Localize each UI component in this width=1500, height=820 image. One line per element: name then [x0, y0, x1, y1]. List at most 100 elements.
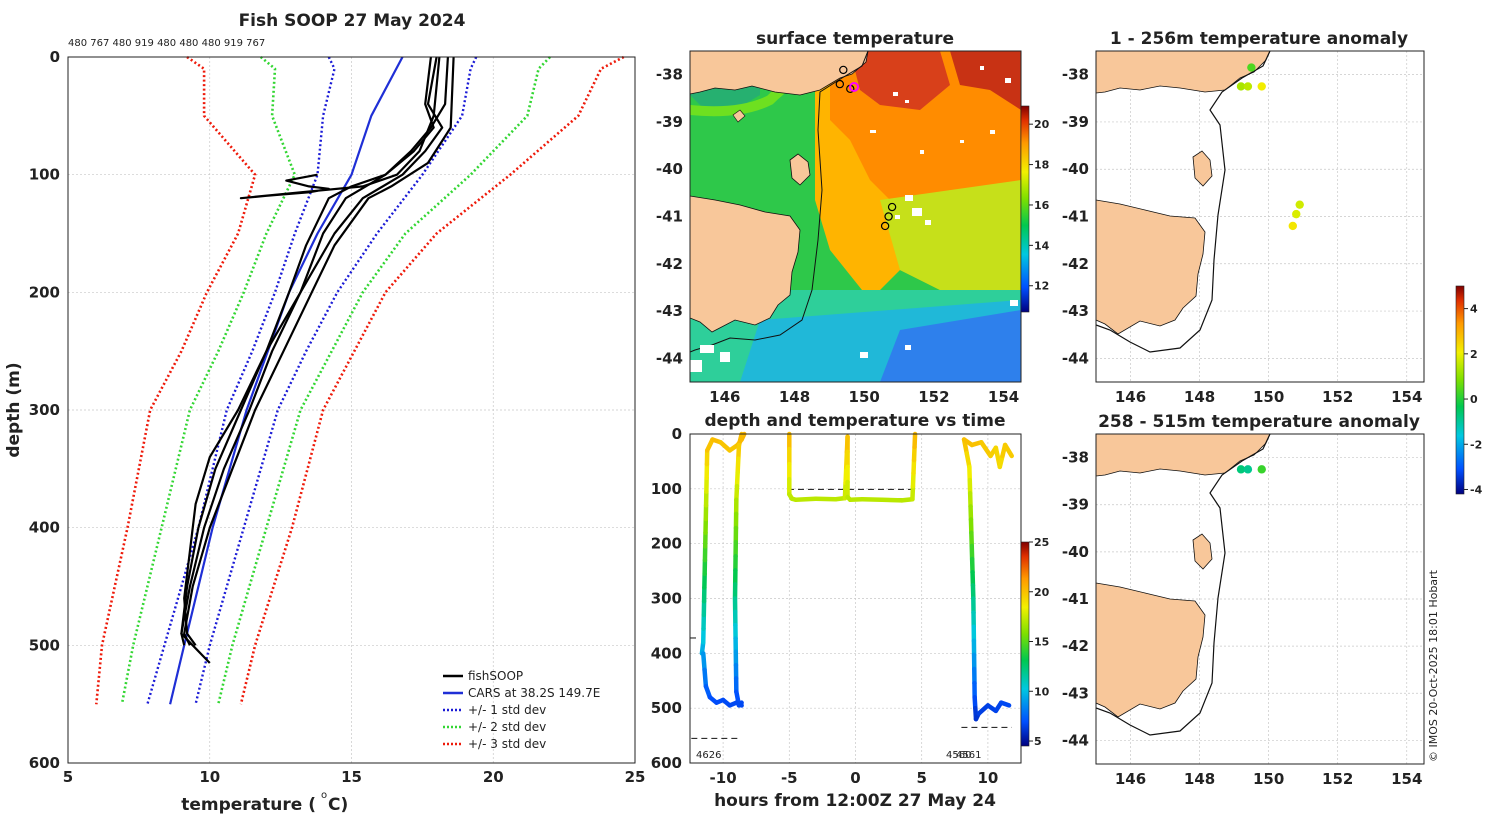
sst-colorbar-tick-label: 20: [1034, 118, 1050, 131]
dt-colorbar-tick-label: 5: [1034, 735, 1042, 748]
anomaly-colorbar-ticks: 4 2 0 -2 -4: [1464, 303, 1483, 496]
depth-time-tracks: [699, 431, 1014, 722]
profile-xtick-label: 15: [341, 768, 362, 786]
anomaly-colorbar: [1455, 285, 1465, 495]
map-xtick-label: 146: [1115, 388, 1146, 406]
anomaly-colorbar-tick-label: -2: [1470, 438, 1482, 451]
dt-ytick-label: 200: [651, 535, 682, 553]
credit-text: © IMOS 20-Oct-2025 18:01 Hobart: [1427, 569, 1440, 762]
dt-ytick-label: 600: [651, 754, 682, 772]
sst-float-marker: [884, 212, 893, 221]
map-ytick-label: -43: [1062, 684, 1089, 702]
profile-line-std1_high: [194, 56, 478, 705]
profile-line-obs1: [180, 56, 435, 664]
anomaly-colorbar-tick-label: 4: [1470, 303, 1478, 316]
temperature-colorbar-ticks: 5 10 15 20 25: [1029, 536, 1050, 748]
map-xtick-label: 146: [709, 388, 740, 406]
map-ytick-label: -39: [1062, 113, 1089, 131]
map-ytick-label: -42: [1062, 637, 1089, 655]
map-ytick-label: -38: [656, 66, 683, 84]
map-xtick-label: 152: [1322, 388, 1353, 406]
sst-map-axes: 146 148 150 152 154 -38 -39 -40 -41 -42 -43 -44: [656, 66, 1019, 406]
anomaly-lower-points: [1236, 465, 1266, 474]
profile-ytick-label: 100: [29, 166, 60, 184]
anomaly-upper-axes: 146 148 150 152 154 -38 -39 -40 -41 -42 -43 -44: [1062, 66, 1423, 406]
dt-xtick-label: 5: [916, 769, 926, 787]
dt-xtick-label: -10: [710, 769, 737, 787]
anomaly-point: [1236, 82, 1246, 91]
profile-xlabel: temperature (: [181, 795, 316, 815]
dt-track-segment: [734, 470, 740, 489]
dt-track-segment: [1002, 442, 1014, 459]
profile-line-obs4: [239, 56, 441, 200]
profile-ylabel: depth (m): [4, 362, 24, 457]
map-ytick-label: -44: [1062, 349, 1089, 367]
profile-ytick-label: 400: [29, 519, 60, 537]
annotation-4561: 4561: [956, 750, 981, 761]
anomaly-upper-map: [1096, 51, 1271, 353]
anomaly-lower-axes: 146 148 150 152 154 -38 -39 -40 -41 -42 -43 -44: [1062, 449, 1423, 788]
map-ytick-label: -40: [1062, 543, 1089, 561]
dt-colorbar-tick-label: 15: [1034, 636, 1049, 649]
dt-ytick-label: 500: [651, 699, 682, 717]
anomaly-point: [1243, 82, 1253, 91]
anomaly-lower-panel: 258 - 515m temperature anomaly 146 148 150…: [1062, 285, 1483, 788]
profile-lines: [95, 55, 625, 705]
anomaly-colorbar-tick-label: -4: [1470, 483, 1483, 496]
map-ytick-label: -43: [1062, 302, 1089, 320]
legend-label-std3: +/- 3 std dev: [468, 737, 546, 751]
map-ytick-label: -38: [1062, 66, 1089, 84]
map-xtick-label: 154: [1391, 770, 1422, 788]
map-xtick-label: 150: [849, 388, 880, 406]
anomaly-lower-frame: [1095, 433, 1425, 765]
map-ytick-label: -44: [1062, 731, 1089, 749]
dt-xtick-label: -5: [781, 769, 798, 787]
dt-track-segment: [813, 496, 838, 502]
profile-xlabel-end: C): [328, 795, 348, 815]
profile-xtick-label: 5: [63, 768, 73, 786]
dt-track-segment: [879, 497, 905, 503]
dt-ytick-label: 100: [651, 480, 682, 498]
depth-time-panel: depth and temperature vs time -10 -5 0 5 100…: [651, 411, 1050, 811]
anomaly-lower-map: [1096, 434, 1271, 736]
profile-ytick-label: 200: [29, 283, 60, 301]
map-ytick-label: -39: [1062, 496, 1089, 514]
map-xtick-label: 154: [988, 388, 1019, 406]
dt-track-segment: [912, 431, 918, 450]
legend-label-obs: fishSOOP: [468, 669, 523, 683]
anomaly-point: [1288, 221, 1298, 231]
map-xtick-label: 152: [1322, 770, 1353, 788]
profile-ytick-label: 500: [29, 636, 60, 654]
profile-xlabel-sup: o: [321, 790, 327, 801]
sst-colorbar-tick-label: 14: [1034, 239, 1050, 252]
profile-xtick-label: 20: [483, 768, 504, 786]
map-ytick-label: -41: [656, 208, 683, 226]
map-xtick-label: 152: [918, 388, 949, 406]
dt-track-segment: [702, 667, 709, 689]
profile-line-std3_high: [239, 55, 625, 705]
map-xtick-label: 148: [779, 388, 810, 406]
dt-ytick-label: 0: [672, 425, 682, 443]
dt-track-segment: [793, 496, 819, 503]
map-ytick-label: -42: [656, 255, 683, 273]
dt-colorbar-tick-label: 10: [1034, 685, 1050, 698]
anomaly-point: [1247, 63, 1256, 72]
annotation-4560: 4560: [946, 750, 971, 761]
dt-colorbar-tick-label: 25: [1034, 536, 1049, 549]
dt-track-segment: [700, 651, 707, 673]
anomaly-point: [1236, 465, 1246, 474]
anomaly-upper-points: [1236, 63, 1304, 231]
map-ytick-label: -40: [1062, 160, 1089, 178]
dt-xtick-label: 0: [850, 769, 860, 787]
map-xtick-label: 148: [1184, 388, 1215, 406]
map-xtick-label: 154: [1391, 388, 1422, 406]
map-xtick-label: 150: [1253, 388, 1284, 406]
map-ytick-label: -44: [656, 349, 683, 367]
profile-xtick-label: 25: [625, 768, 646, 786]
profile-line-std2_high: [217, 56, 551, 705]
legend-label-std1: +/- 1 std dev: [468, 703, 546, 717]
profile-ticks: 5 10 15 20 25 0 100 200 300 400 500 600: [29, 48, 646, 786]
profile-line-CARS: [169, 56, 404, 705]
